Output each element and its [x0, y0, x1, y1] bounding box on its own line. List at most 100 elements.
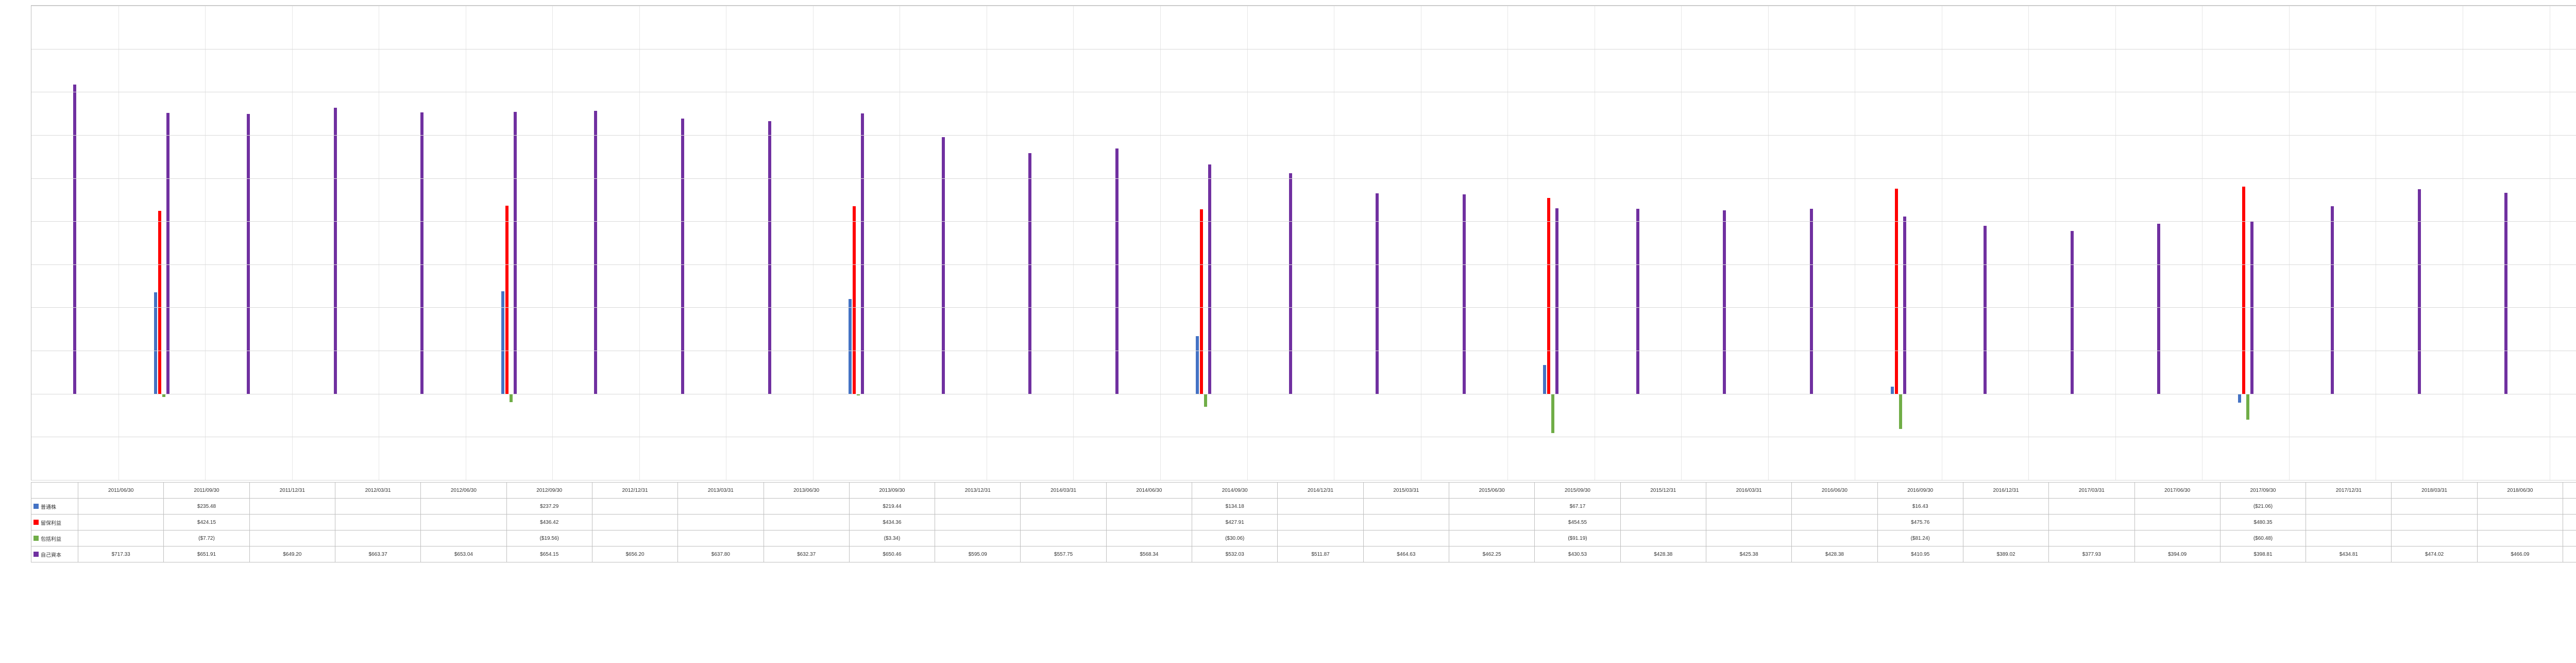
- bar: [510, 394, 513, 402]
- data-cell: $434.36: [850, 515, 935, 530]
- data-cell: $632.37: [764, 546, 850, 562]
- date-header: 2014/09/30: [1192, 483, 1278, 498]
- bar: [2071, 231, 2074, 394]
- date-header: 2012/03/31: [335, 483, 421, 498]
- date-header: 2013/12/31: [935, 483, 1021, 498]
- data-cell: [2478, 499, 2563, 514]
- data-cell: $663.37: [335, 546, 421, 562]
- data-cell: [1278, 515, 1363, 530]
- chart-container: $900$800$700$600$500$400$300$200$100$0($…: [0, 0, 2576, 663]
- plot-area: [31, 6, 2576, 480]
- data-cell: [592, 499, 678, 514]
- data-cell: $651.91: [164, 546, 249, 562]
- period-column: [2202, 6, 2290, 480]
- data-cell: [2392, 531, 2477, 546]
- date-header: 2017/09/30: [2221, 483, 2306, 498]
- date-header: 2011/12/31: [250, 483, 335, 498]
- data-cell: [335, 515, 421, 530]
- data-cell: [1792, 515, 1877, 530]
- date-header: 2014/03/31: [1021, 483, 1106, 498]
- date-header: 2015/03/31: [1364, 483, 1449, 498]
- data-cell: [678, 531, 764, 546]
- bar: [1551, 394, 1554, 433]
- period-column: [1334, 6, 1421, 480]
- data-cell: $649.20: [250, 546, 335, 562]
- bar: [2331, 206, 2334, 394]
- data-cell: $134.18: [1192, 499, 1278, 514]
- period-column: [2289, 6, 2377, 480]
- date-header: 2017/03/31: [2049, 483, 2134, 498]
- date-header: 2013/03/31: [678, 483, 764, 498]
- series-label: 留保利益: [41, 519, 61, 526]
- data-cell: [78, 499, 164, 514]
- data-cell: [421, 515, 506, 530]
- data-cell: [1364, 499, 1449, 514]
- data-cell: [764, 499, 850, 514]
- data-cell: $427.91: [1192, 515, 1278, 530]
- period-column: [1160, 6, 1248, 480]
- bar: [2238, 394, 2241, 403]
- data-cell: [935, 499, 1021, 514]
- series-label-cell: 自己資本: [31, 546, 78, 562]
- data-cell: [2049, 531, 2134, 546]
- data-cell: $428.38: [1621, 546, 1706, 562]
- period-column: [292, 6, 380, 480]
- data-cell: [2306, 515, 2392, 530]
- period-column: [118, 6, 206, 480]
- period-column: [1595, 6, 1682, 480]
- table-header-row: 2011/06/302011/09/302011/12/312012/03/31…: [31, 482, 2576, 498]
- data-cell: $568.34: [1107, 546, 1192, 562]
- data-cell: [1792, 531, 1877, 546]
- bar: [1723, 210, 1726, 394]
- date-header: 2012/06/30: [421, 483, 506, 498]
- legend-swatch: [33, 536, 39, 541]
- table-row: 留保利益$424.15$436.42$434.36$427.91$454.55$…: [31, 514, 2576, 530]
- data-cell: [2049, 515, 2134, 530]
- bar: [1208, 164, 1211, 394]
- data-cell: $67.17: [1535, 499, 1620, 514]
- bar: [1543, 365, 1546, 394]
- data-cell: $464.63: [1364, 546, 1449, 562]
- date-header: 2013/06/30: [764, 483, 850, 498]
- data-cell: $454.55: [1535, 515, 1620, 530]
- period-column: [639, 6, 727, 480]
- data-cell: $219.44: [850, 499, 935, 514]
- data-cell: ($7.72): [164, 531, 249, 546]
- data-cell: $650.46: [850, 546, 935, 562]
- data-cell: [1278, 531, 1363, 546]
- date-header: 2013/09/30: [850, 483, 935, 498]
- date-header: 2018/03/31: [2392, 483, 2477, 498]
- date-header: 2014/06/30: [1107, 483, 1192, 498]
- data-cell: ($81.24): [1878, 531, 1963, 546]
- data-cell: $377.93: [2049, 546, 2134, 562]
- data-cell: [250, 515, 335, 530]
- period-column: [205, 6, 293, 480]
- data-cell: [1706, 515, 1792, 530]
- data-cell: [421, 499, 506, 514]
- bar: [1200, 209, 1203, 394]
- data-cell: [2478, 531, 2563, 546]
- bar: [166, 113, 170, 394]
- bar: [1204, 394, 1207, 407]
- data-cell: [2135, 515, 2221, 530]
- data-cell: [1621, 531, 1706, 546]
- bar: [861, 113, 864, 394]
- bar: [73, 85, 76, 394]
- data-cell: [78, 531, 164, 546]
- period-column: [1768, 6, 1856, 480]
- data-cell: [1364, 531, 1449, 546]
- period-column: [726, 6, 814, 480]
- data-cell: [335, 499, 421, 514]
- data-cell: [1706, 499, 1792, 514]
- period-column: [900, 6, 987, 480]
- bar: [1376, 193, 1379, 394]
- data-cell: [678, 515, 764, 530]
- data-cell: [250, 499, 335, 514]
- date-header: 2018/06/30: [2478, 483, 2563, 498]
- bar: [514, 112, 517, 394]
- data-cell: [2392, 515, 2477, 530]
- legend-swatch: [33, 504, 39, 509]
- data-cell: ($91.19): [1535, 531, 1620, 546]
- data-cell: [78, 515, 164, 530]
- data-cell: $550.52: [2563, 515, 2576, 530]
